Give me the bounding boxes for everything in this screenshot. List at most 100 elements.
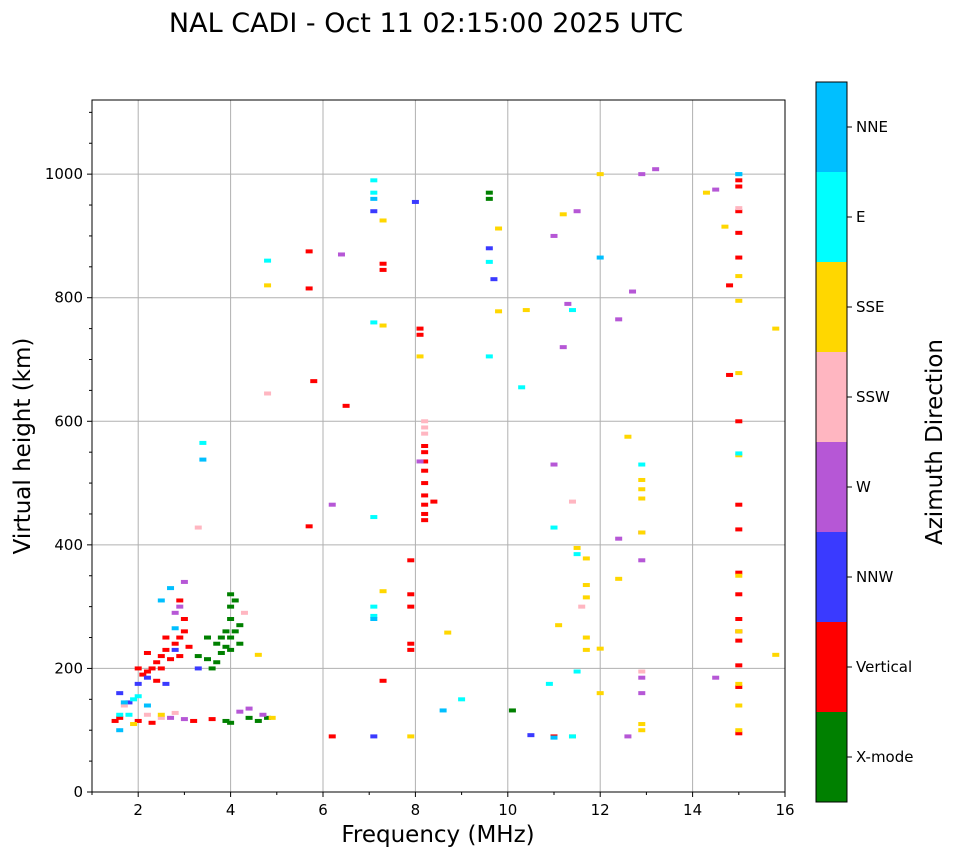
data-point-ssw xyxy=(194,525,202,530)
data-point-vertical xyxy=(421,493,429,498)
data-point-x-mode xyxy=(213,660,221,665)
data-point-e xyxy=(485,354,493,359)
data-point-x-mode xyxy=(213,641,221,646)
data-point-vertical xyxy=(379,267,387,272)
data-point-ssw xyxy=(264,391,272,396)
data-point-vertical xyxy=(726,283,734,288)
data-point-x-mode xyxy=(227,635,235,640)
data-point-x-mode xyxy=(217,635,225,640)
data-point-vertical xyxy=(176,635,184,640)
data-point-e xyxy=(573,552,581,557)
data-point-x-mode xyxy=(254,718,262,723)
data-point-vertical xyxy=(139,672,147,677)
data-point-x-mode xyxy=(208,666,216,671)
data-point-vertical xyxy=(157,666,165,671)
data-point-x-mode xyxy=(245,715,253,720)
data-point-x-mode xyxy=(264,715,272,720)
data-point-vertical xyxy=(153,678,161,683)
x-tick-label: 12 xyxy=(591,801,610,819)
data-point-vertical xyxy=(735,230,743,235)
colorbar-tick-label: Vertical xyxy=(856,658,912,676)
chart-title: NAL CADI - Oct 11 02:15:00 2025 UTC xyxy=(169,8,683,39)
data-point-nne xyxy=(171,626,179,631)
data-point-x-mode xyxy=(204,635,211,640)
data-point-vertical xyxy=(735,731,743,736)
data-point-vertical xyxy=(421,459,429,464)
data-point-sse xyxy=(582,595,590,600)
data-point-e xyxy=(518,385,526,390)
data-point-ssw xyxy=(638,669,646,674)
data-point-e xyxy=(545,681,553,686)
data-point-vertical xyxy=(328,734,336,739)
data-point-vertical xyxy=(421,511,429,516)
data-point-sse xyxy=(495,226,503,231)
data-point-e xyxy=(485,259,493,264)
data-point-vertical xyxy=(134,718,142,723)
colorbar-segment xyxy=(816,532,847,622)
colorbar-frame xyxy=(815,81,848,803)
data-point-x-mode xyxy=(222,644,230,649)
data-point-w xyxy=(180,717,188,722)
x-tick-label: 10 xyxy=(498,801,517,819)
data-point-vertical xyxy=(342,403,350,408)
data-point-vertical xyxy=(735,184,743,189)
data-point-e xyxy=(199,440,207,445)
data-point-x-mode xyxy=(485,190,493,195)
data-point-e xyxy=(134,694,142,699)
data-point-vertical xyxy=(111,718,119,723)
data-point-nne xyxy=(735,172,743,177)
data-point-nnw xyxy=(527,733,535,738)
data-point-sse xyxy=(772,326,780,331)
data-point-x-mode xyxy=(236,641,244,646)
data-point-w xyxy=(638,558,646,563)
data-point-sse xyxy=(444,630,452,635)
data-point-ssw xyxy=(421,425,429,430)
data-point-vertical xyxy=(735,617,743,621)
data-point-nne xyxy=(370,617,378,621)
y-tick-label: 600 xyxy=(54,412,83,430)
data-point-nne xyxy=(167,586,175,591)
data-point-sse xyxy=(582,583,590,588)
colorbar-tick-label: SSE xyxy=(856,298,885,316)
data-point-vertical xyxy=(162,647,170,652)
data-point-vertical xyxy=(407,558,415,563)
y-tick-label: 200 xyxy=(54,659,83,677)
data-point-vertical xyxy=(421,518,429,523)
data-point-vertical xyxy=(162,635,170,640)
data-point-sse xyxy=(582,635,590,640)
data-point-sse xyxy=(379,218,387,223)
data-point-e xyxy=(568,734,576,739)
data-point-sse xyxy=(559,212,567,217)
data-point-w xyxy=(259,712,267,717)
data-point-vertical xyxy=(176,598,184,603)
data-point-vertical xyxy=(421,481,429,486)
data-point-e xyxy=(116,712,124,717)
data-point-e xyxy=(735,451,743,456)
data-point-vertical xyxy=(416,326,424,331)
data-point-vertical xyxy=(735,419,743,424)
data-point-e xyxy=(370,613,378,618)
colorbar-tick-label: W xyxy=(856,478,871,496)
data-point-nnw xyxy=(485,246,493,251)
data-point-w xyxy=(337,252,345,257)
data-point-vertical xyxy=(379,261,387,266)
data-point-sse xyxy=(638,477,646,482)
data-point-w xyxy=(559,345,567,350)
data-point-vertical xyxy=(735,592,743,597)
data-point-w xyxy=(629,289,637,294)
data-point-nne xyxy=(120,700,128,705)
x-tick-label: 14 xyxy=(683,801,702,819)
data-point-w xyxy=(328,502,336,507)
data-point-vertical xyxy=(416,332,424,337)
data-point-nnw xyxy=(134,681,142,686)
data-point-sse xyxy=(638,728,646,733)
data-point-nnw xyxy=(370,209,378,214)
data-point-vertical xyxy=(421,468,429,473)
plot-frame xyxy=(91,99,786,793)
data-point-vertical xyxy=(735,663,743,668)
data-point-vertical xyxy=(421,444,429,448)
y-axis-ticks: 0 200 400 600 800 1000 xyxy=(45,111,92,801)
data-point-vertical xyxy=(430,499,438,504)
data-point-sse xyxy=(735,371,743,376)
x-tick-label: 4 xyxy=(226,801,236,819)
